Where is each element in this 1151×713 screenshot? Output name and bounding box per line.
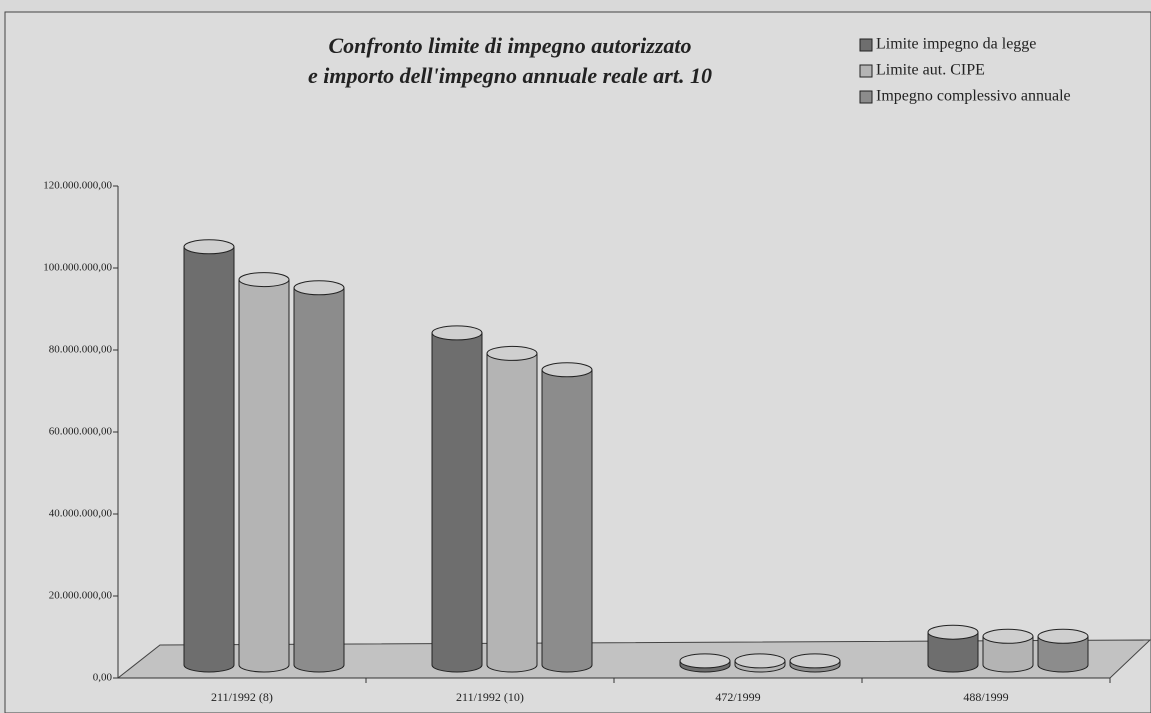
legend-label: Limite aut. CIPE <box>876 62 985 79</box>
bar <box>184 246 234 666</box>
x-tick-label: 472/1999 <box>715 690 760 704</box>
cylinder-top <box>238 272 290 288</box>
x-tick-label: 211/1992 (10) <box>456 690 524 704</box>
cylinder-top <box>927 624 979 640</box>
cylinder-top <box>293 280 345 296</box>
cylinder-top <box>486 345 538 361</box>
bar <box>294 287 344 665</box>
cylinder-top <box>541 362 593 378</box>
cylinder-top <box>183 239 235 255</box>
cylinder-top <box>679 653 731 669</box>
y-tick-label: 60.000.000,00 <box>49 426 113 438</box>
y-tick-label: 0,00 <box>93 672 113 684</box>
legend-swatch <box>859 64 873 78</box>
chart-title: Confronto limite di impegno autorizzato <box>328 33 691 58</box>
cylinder-top <box>1037 628 1089 644</box>
cylinder-top <box>982 628 1034 644</box>
y-tick-label: 20.000.000,00 <box>49 590 113 602</box>
cylinder-top <box>734 653 786 669</box>
y-tick-label: 40.000.000,00 <box>49 508 113 520</box>
cylinder-top <box>431 325 483 341</box>
bar <box>487 353 537 665</box>
chart-title: e importo dell'impegno annuale reale art… <box>308 63 712 88</box>
bar <box>239 279 289 665</box>
y-tick-label: 100.000.000,00 <box>43 262 112 274</box>
x-tick-label: 488/1999 <box>963 690 1008 704</box>
y-tick-label: 80.000.000,00 <box>49 344 113 356</box>
x-tick-label: 211/1992 (8) <box>211 690 273 704</box>
bar <box>542 369 592 665</box>
y-tick-label: 120.000.000,00 <box>43 180 112 192</box>
legend-swatch <box>859 38 873 52</box>
legend-label: Impegno complessivo annuale <box>876 88 1071 105</box>
cylinder-top <box>789 653 841 669</box>
legend-swatch <box>859 90 873 104</box>
legend-label: Limite impegno da legge <box>876 36 1036 53</box>
bar <box>432 332 482 665</box>
